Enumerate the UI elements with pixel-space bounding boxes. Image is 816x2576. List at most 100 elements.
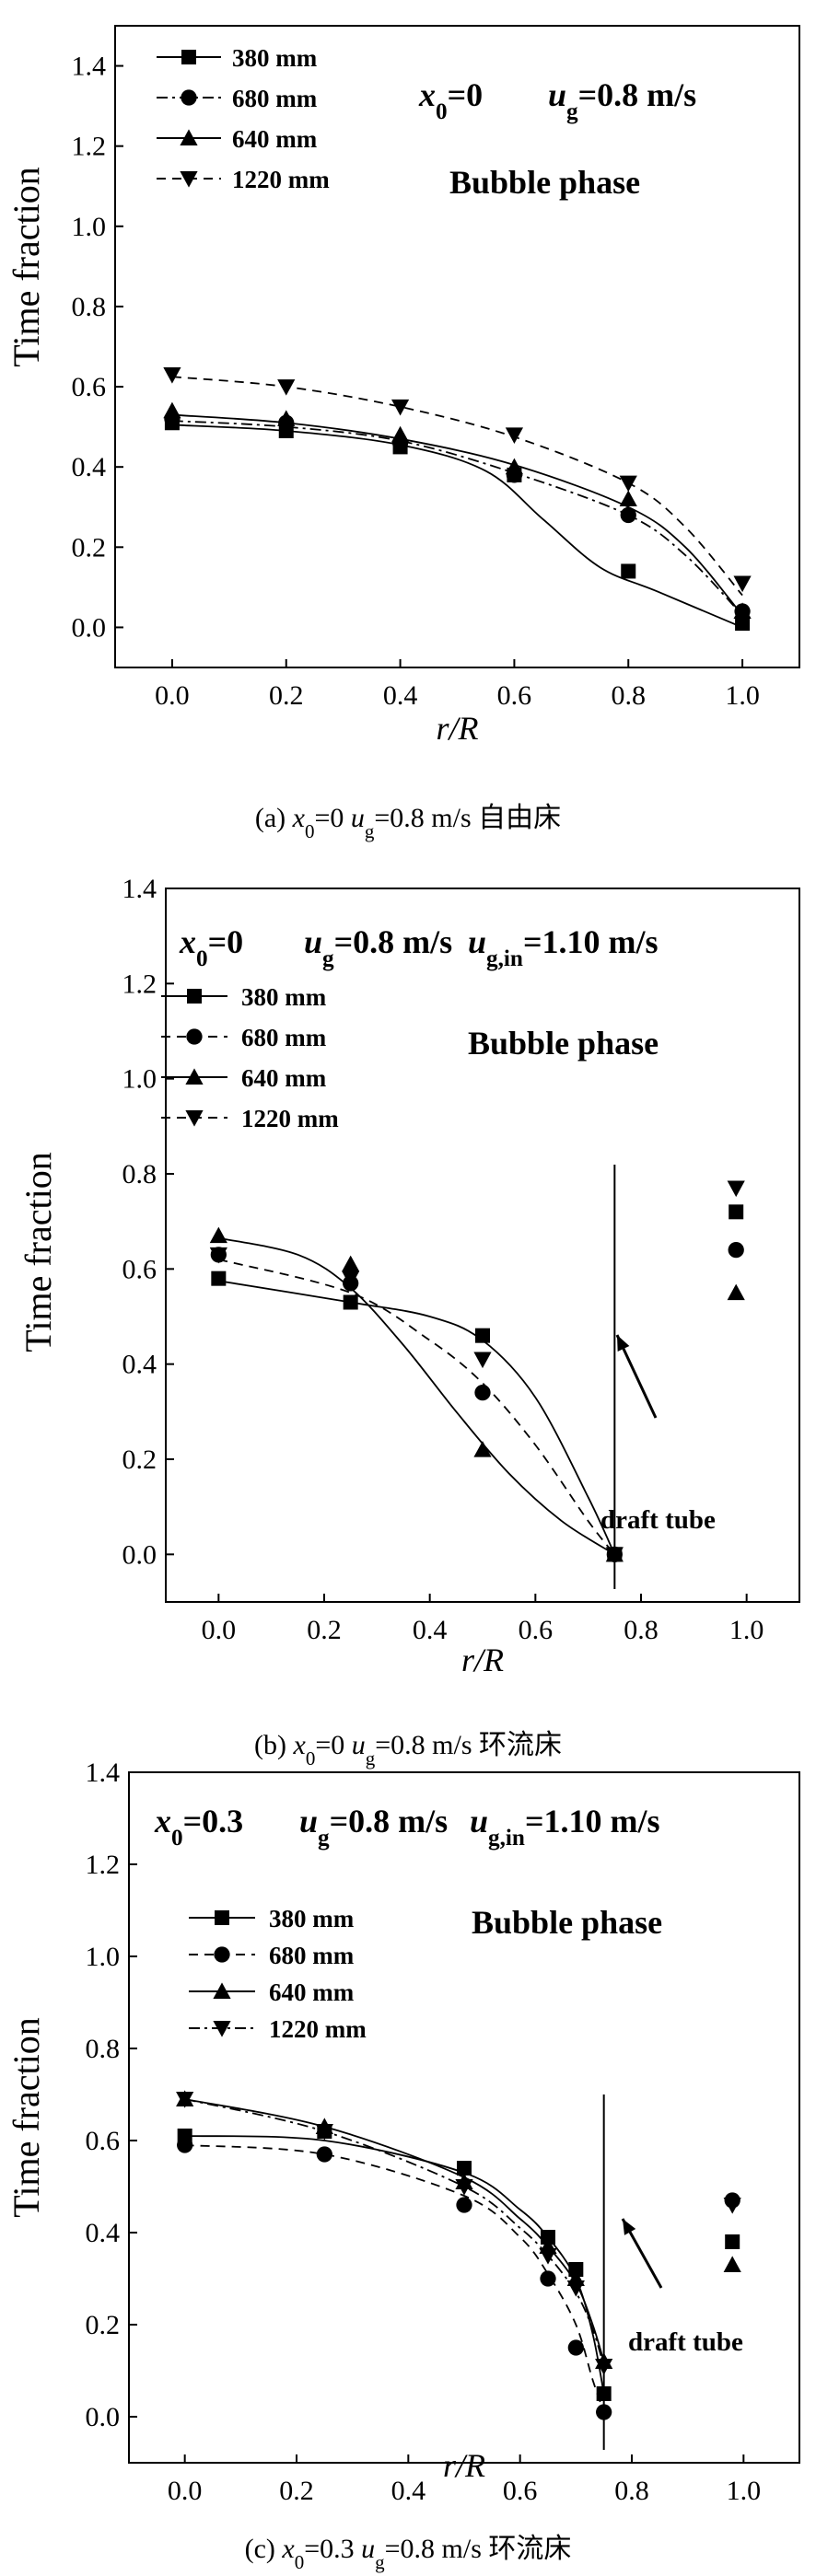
ann-value: =0.8 m/s <box>334 923 453 960</box>
data-point-380-mm <box>735 616 751 632</box>
x-tick-label: 0.8 <box>624 1615 659 1645</box>
condition-ug-in: ug,in=1.10 m/s <box>470 1803 659 1851</box>
series-line-380-mm <box>171 424 743 629</box>
y-tick-label: 0.4 <box>72 452 107 482</box>
ann-var: u <box>299 1803 318 1839</box>
x-tick-label: 0.8 <box>614 2476 649 2506</box>
data-point-1220-mm <box>505 427 524 444</box>
series-line-380-mm <box>184 2135 605 2395</box>
data-point-1220-mm <box>473 1352 492 1369</box>
x-label-part: R <box>483 1642 504 1678</box>
series-line-680-mm <box>171 420 743 616</box>
ann-value: =0.3 <box>183 1803 244 1839</box>
y-tick-label: 0.8 <box>86 2034 121 2064</box>
flow-arrow-head <box>617 1335 630 1352</box>
y-tick-label: 1.2 <box>86 1850 121 1880</box>
data-point-380-mm <box>457 2161 472 2176</box>
x-tick-label: 0.2 <box>279 2476 314 2506</box>
caption-var: u <box>361 2534 375 2564</box>
y-tick-label: 1.2 <box>72 132 107 162</box>
data-point-640-mm <box>505 458 524 475</box>
caption-var: u <box>352 1730 366 1760</box>
y-tick-label: 1.4 <box>122 874 157 904</box>
data-point-640-mm <box>277 410 296 426</box>
y-tick-label: 0.2 <box>72 532 107 563</box>
y-tick-label: 0.2 <box>86 2310 121 2340</box>
x-tick-label: 0.6 <box>519 1615 554 1645</box>
data-point-380-mm <box>211 1271 227 1286</box>
caption-letter: (a) <box>255 803 293 833</box>
ann-var: u <box>468 923 486 960</box>
series-line-380-mm <box>218 1280 616 1555</box>
x-axis-label: r/R <box>461 1642 504 1678</box>
figure-caption: (b) x0=0 ug=0.8 m/s 环流床 <box>254 1730 562 1770</box>
y-tick-label: 0.0 <box>122 1539 157 1570</box>
legend-marker <box>187 989 202 1004</box>
phase-label: Bubble phase <box>449 164 640 201</box>
x-label-part: r <box>461 1642 475 1678</box>
ann-var: x <box>418 76 436 113</box>
legend-entry: 380 mm <box>232 44 318 72</box>
series-line-640-mm <box>171 413 743 616</box>
legend-entry: 380 mm <box>269 1905 355 1932</box>
ann-var: u <box>304 923 322 960</box>
data-point-1220-mm <box>566 2280 585 2297</box>
ann-sub: g,in <box>488 1826 525 1851</box>
legend-entry: 1220 mm <box>241 1105 339 1132</box>
condition-x0: x0=0 <box>418 76 483 124</box>
data-point-1220-mm <box>539 2248 557 2265</box>
data-point-680-mm <box>456 2197 472 2213</box>
ann-sub: g,in <box>486 946 523 971</box>
data-point-1220-mm <box>342 1271 360 1288</box>
condition-ug: ug=0.8 m/s <box>548 76 696 124</box>
x-label-part: r <box>436 710 449 747</box>
caption-text: =0.3 <box>304 2534 361 2564</box>
data-point-1220-mm <box>277 379 296 396</box>
legend-marker <box>180 129 198 145</box>
figure-caption: (c) x0=0.3 ug=0.8 m/s 环流床 <box>245 2534 572 2573</box>
data-point-1220-mm <box>163 366 181 384</box>
x-tick-label: 0.2 <box>307 1615 342 1645</box>
ann-value: =0.8 m/s <box>330 1803 449 1839</box>
data-point-1220-mm <box>391 399 410 416</box>
caption-sub: 0 <box>305 820 315 842</box>
legend-entry: 1220 mm <box>232 166 330 193</box>
x-tick-label: 0.4 <box>383 680 418 711</box>
caption-sub: 0 <box>295 2551 305 2573</box>
y-tick-label: 0.6 <box>122 1254 157 1284</box>
data-point-680-mm <box>567 2339 584 2356</box>
data-point-380-mm <box>621 563 636 579</box>
legend-marker <box>185 1068 204 1085</box>
condition-x0: x0=0.3 <box>154 1803 243 1851</box>
y-tick-label: 1.0 <box>122 1064 157 1095</box>
y-tick-label: 1.0 <box>72 212 107 242</box>
condition-ug: ug=0.8 m/s <box>299 1803 448 1851</box>
data-point-1220-mm <box>315 2124 333 2141</box>
data-point-1220-mm <box>619 475 637 493</box>
ann-sub: g <box>322 946 334 971</box>
ann-var: x <box>154 1803 171 1839</box>
chart-panel-c: 0.0 0.2 0.4 0.6 0.8 1.0 1.2 1.4 0.0 0.2 0.4 0.6 0.8 1… <box>6 1758 800 2573</box>
data-point-1220-mm <box>723 2198 741 2214</box>
x-tick-label: 0.0 <box>168 2476 203 2506</box>
y-tick-label: 1.0 <box>86 1942 121 1972</box>
legend-entry: 680 mm <box>232 85 318 112</box>
data-point-680-mm <box>728 1242 744 1259</box>
plot-frame <box>128 1771 800 2464</box>
y-tick-label: 0.0 <box>72 612 107 643</box>
data-point-680-mm <box>596 2404 612 2420</box>
figure-caption: (a) x0=0 ug=0.8 m/s 自由床 <box>255 803 561 842</box>
y-tick-label: 0.4 <box>122 1350 157 1380</box>
data-point-1220-mm <box>176 2092 194 2108</box>
data-point-680-mm <box>177 2137 193 2153</box>
x-label-slash: / <box>472 1642 486 1678</box>
caption-sub: g <box>375 2551 385 2573</box>
legend-marker <box>215 1910 229 1925</box>
data-point-680-mm <box>316 2146 332 2163</box>
caption-text: =0.8 m/s 环流床 <box>385 2534 572 2564</box>
legend-entry: 380 mm <box>241 983 327 1011</box>
y-tick-label: 0.2 <box>122 1445 157 1475</box>
data-point-1220-mm <box>595 2359 613 2375</box>
chart-panel-a: 0.0 0.2 0.4 0.6 0.8 1.0 1.2 1.4 0.0 0.2 0.4 0.6 0.8 1… <box>6 25 800 842</box>
y-axis-label: Time fraction <box>17 1152 59 1352</box>
